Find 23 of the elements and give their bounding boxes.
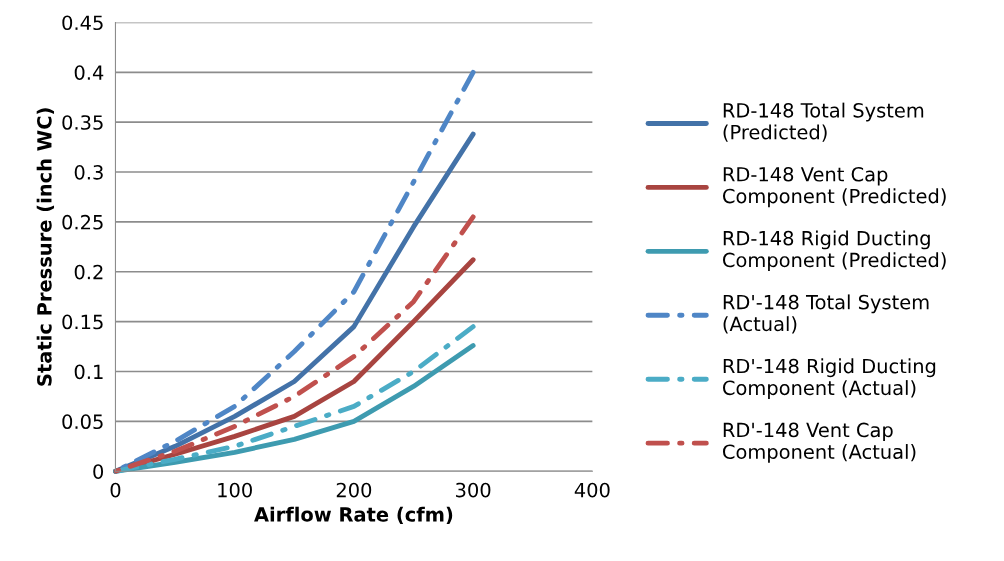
legend-label: RD'-148 Rigid Ducting Component (Actual) xyxy=(722,358,936,399)
y-tick-label: 0.4 xyxy=(74,65,104,80)
y-tick-label: 0.45 xyxy=(62,15,103,31)
y-tick-label: 0.15 xyxy=(62,314,103,330)
y-tick-label: 0.35 xyxy=(62,115,103,130)
y-tick-label: 0.1 xyxy=(74,364,103,380)
x-tick-label: 200 xyxy=(336,482,372,498)
legend-label: RD'-148 Total System (Actual) xyxy=(723,294,929,334)
y-tick-label: 0 xyxy=(93,464,104,479)
y-tick-label: 0.05 xyxy=(62,414,103,430)
y-axis-title: Static Pressure (inch WC) xyxy=(36,108,55,386)
y-tick-label: 0.3 xyxy=(74,165,103,180)
y-tick-label: 0.25 xyxy=(62,214,103,230)
legend-label: RD'-148 Vent Cap Component (Actual) xyxy=(722,422,916,463)
x-axis-title: Airflow Rate (cfm) xyxy=(254,506,453,525)
x-tick-label: 0 xyxy=(110,482,121,498)
x-tick-label: 400 xyxy=(574,482,610,498)
x-tick-label: 300 xyxy=(456,482,491,498)
y-tick-label: 0.2 xyxy=(74,264,103,280)
legend-label: RD-148 Total System (Predicted) xyxy=(723,102,924,142)
legend-label: RD-148 Vent Cap Component (Predicted) xyxy=(722,166,946,208)
legend-label: RD-148 Rigid Ducting Component (Predicted) xyxy=(722,230,946,272)
x-tick-label: 100 xyxy=(218,482,252,498)
